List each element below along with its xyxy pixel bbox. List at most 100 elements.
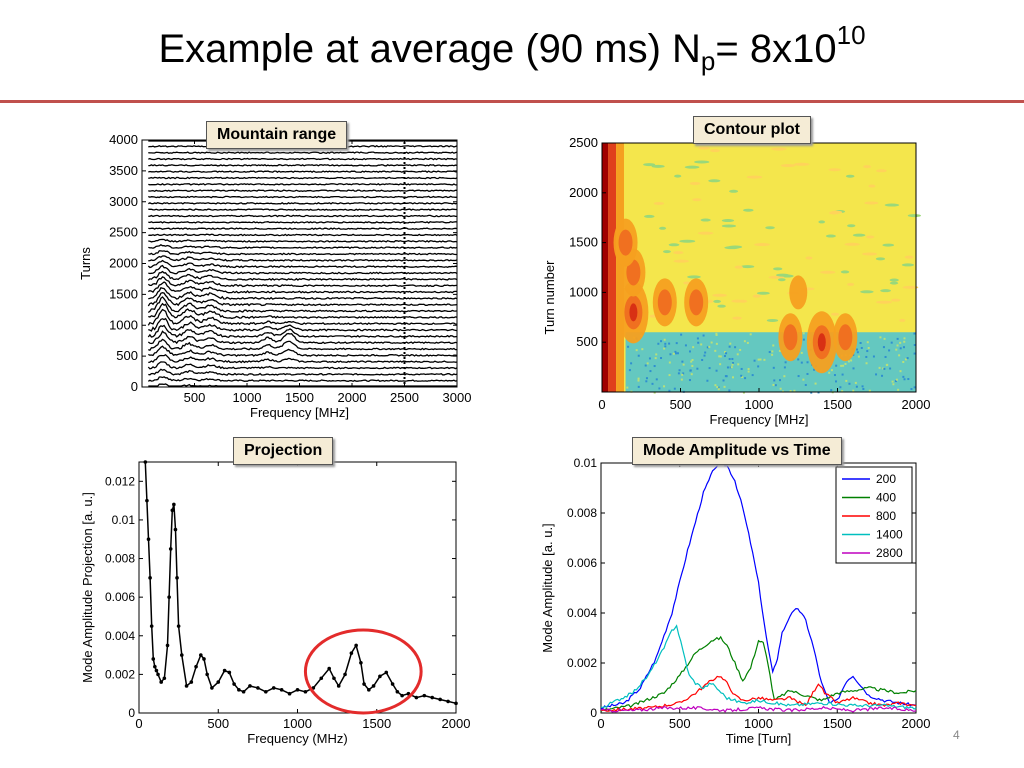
mountain-trace bbox=[148, 238, 458, 243]
title-eq: = 8x10 bbox=[715, 27, 837, 71]
contour-speckle bbox=[844, 362, 847, 365]
projection-point bbox=[216, 680, 221, 684]
contour-speckle bbox=[626, 386, 629, 389]
contour-hotspot-core bbox=[783, 324, 798, 351]
contour-speckle bbox=[688, 350, 691, 353]
projection-point bbox=[175, 576, 179, 580]
mountain-trace bbox=[148, 250, 457, 256]
contour-hotspot-peak bbox=[629, 303, 638, 322]
contour-speckle bbox=[668, 389, 671, 392]
contour-streak bbox=[818, 220, 826, 224]
contour-speckle bbox=[741, 376, 744, 379]
contour-streak bbox=[653, 201, 665, 205]
contour-streak bbox=[847, 224, 856, 228]
contour-speckle bbox=[740, 367, 743, 370]
projection-point bbox=[371, 684, 376, 688]
contour-streak bbox=[868, 184, 876, 188]
contour-speckle bbox=[913, 332, 916, 335]
contour-streak bbox=[708, 179, 721, 183]
contour-speckle bbox=[866, 341, 869, 344]
legend-box bbox=[835, 466, 913, 564]
contour-speckle bbox=[675, 342, 678, 345]
mountain-trace bbox=[147, 276, 458, 288]
contour-speckle bbox=[678, 369, 681, 372]
contour-edge-orange bbox=[616, 143, 624, 392]
contour-speckle bbox=[742, 391, 745, 394]
contour-streak bbox=[904, 255, 914, 259]
contour-streak bbox=[889, 281, 899, 285]
contour-speckle bbox=[793, 389, 796, 392]
contour-streak bbox=[852, 233, 866, 237]
contour-speckle bbox=[906, 357, 909, 360]
projection-point bbox=[165, 643, 170, 648]
projection-point bbox=[149, 624, 154, 628]
contour-speckle bbox=[779, 387, 782, 390]
projection-point bbox=[295, 688, 300, 692]
contour-streak bbox=[880, 289, 891, 293]
contour-streak bbox=[679, 239, 696, 243]
contour-speckle bbox=[903, 337, 906, 340]
contour-speckle bbox=[654, 357, 657, 360]
contour-speckle bbox=[804, 383, 807, 386]
contour-speckle bbox=[771, 353, 774, 356]
projection-point bbox=[378, 674, 382, 679]
contour-streak bbox=[831, 312, 840, 316]
contour-speckle bbox=[771, 350, 774, 353]
contour-streak bbox=[694, 160, 710, 164]
contour-speckle bbox=[651, 382, 654, 385]
projection-point bbox=[170, 508, 175, 513]
series-line-400 bbox=[600, 635, 917, 713]
contour-streak bbox=[746, 175, 763, 179]
x-tick-label: 1500 bbox=[285, 390, 314, 405]
contour-streak bbox=[674, 174, 682, 178]
contour-streak bbox=[780, 164, 796, 168]
mountain-trace bbox=[147, 259, 458, 269]
y-tick-label: 0.01 bbox=[112, 513, 136, 527]
contour-streak bbox=[643, 163, 656, 167]
contour-speckle bbox=[669, 353, 672, 356]
page-number: 4 bbox=[953, 728, 960, 742]
contour-speckle bbox=[674, 350, 677, 353]
contour-speckle bbox=[867, 347, 870, 350]
contour-speckle bbox=[728, 345, 731, 348]
contour-streak bbox=[721, 224, 737, 228]
contour-hotspot-core bbox=[618, 229, 633, 256]
contour-streak bbox=[765, 226, 775, 230]
y-tick-label: 500 bbox=[116, 348, 138, 363]
contour-speckle bbox=[789, 390, 792, 393]
y-tick-label: 0 bbox=[128, 706, 135, 720]
projection-panel: 0 500 1000 1500 2000 0 0.002 0.004 0.006 0.008 0.0… bbox=[0, 0, 470, 746]
contour-speckle bbox=[725, 375, 728, 378]
contour-streak bbox=[899, 318, 906, 322]
contour-speckle bbox=[759, 358, 762, 361]
contour-streak bbox=[713, 299, 721, 303]
mode-callout: Mode Amplitude vs Time bbox=[632, 437, 842, 465]
contour-streak bbox=[687, 275, 701, 279]
contour-speckle bbox=[655, 378, 658, 381]
contour-streak bbox=[825, 234, 836, 238]
contour-speckle bbox=[660, 340, 663, 343]
contour-speckle bbox=[872, 355, 875, 358]
contour-streak bbox=[902, 285, 919, 289]
projection-point bbox=[145, 498, 149, 503]
contour-speckle bbox=[810, 391, 813, 394]
legend-label-200: 200 bbox=[876, 472, 896, 486]
legend-label-400: 400 bbox=[876, 491, 896, 505]
contour-speckle bbox=[663, 385, 666, 388]
projection-point bbox=[354, 643, 358, 648]
projection-point bbox=[153, 664, 157, 669]
contour-streak bbox=[700, 218, 711, 222]
contour-speckle bbox=[888, 349, 891, 352]
mountain-trace bbox=[147, 292, 458, 307]
contour-speckle bbox=[850, 359, 853, 362]
contour-hotspot-peak bbox=[817, 333, 826, 352]
contour-speckle bbox=[806, 372, 809, 375]
contour-streak bbox=[875, 169, 887, 173]
mountain-trace bbox=[148, 338, 457, 351]
contour-streak bbox=[847, 282, 855, 286]
x-tick-label: 1000 bbox=[744, 716, 773, 731]
contour-speckle bbox=[681, 373, 684, 376]
mountain-trace bbox=[148, 170, 458, 173]
projection-point bbox=[154, 668, 159, 673]
